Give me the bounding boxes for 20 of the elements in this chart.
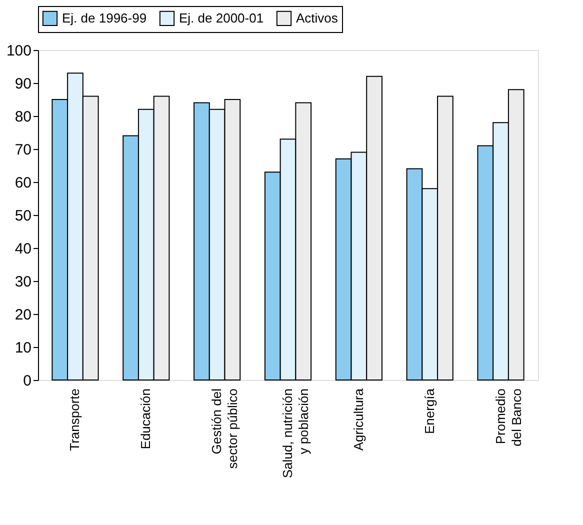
x-tick-label: Agricultura [350, 388, 366, 451]
legend-label: Ej. de 1996-99 [62, 10, 147, 26]
x-tick-label: Educación [138, 388, 154, 450]
x-tick-label: Promedio del Banco [492, 388, 524, 446]
y-tick-label: 60 [14, 174, 32, 192]
y-tick-label: 0 [23, 372, 32, 390]
x-tick-label: Gestión del sector público [209, 388, 240, 469]
legend-label: Ej. de 2000-01 [179, 10, 264, 26]
y-tick-label: 50 [14, 208, 32, 224]
y-tick-label: 30 [14, 274, 32, 290]
y-tick-label: 90 [14, 76, 32, 92]
x-tick-label: Transporte [67, 388, 82, 451]
y-tick-label: 20 [14, 306, 32, 324]
x-tick-label: Energía [422, 388, 437, 434]
y-tick-label: 100 [6, 42, 32, 60]
y-tick-label: 40 [14, 240, 32, 258]
y-tick-label: 80 [14, 108, 32, 126]
y-tick-label: 10 [14, 340, 32, 356]
legend-label: Activos [296, 10, 338, 26]
y-tick-label: 70 [14, 142, 32, 158]
